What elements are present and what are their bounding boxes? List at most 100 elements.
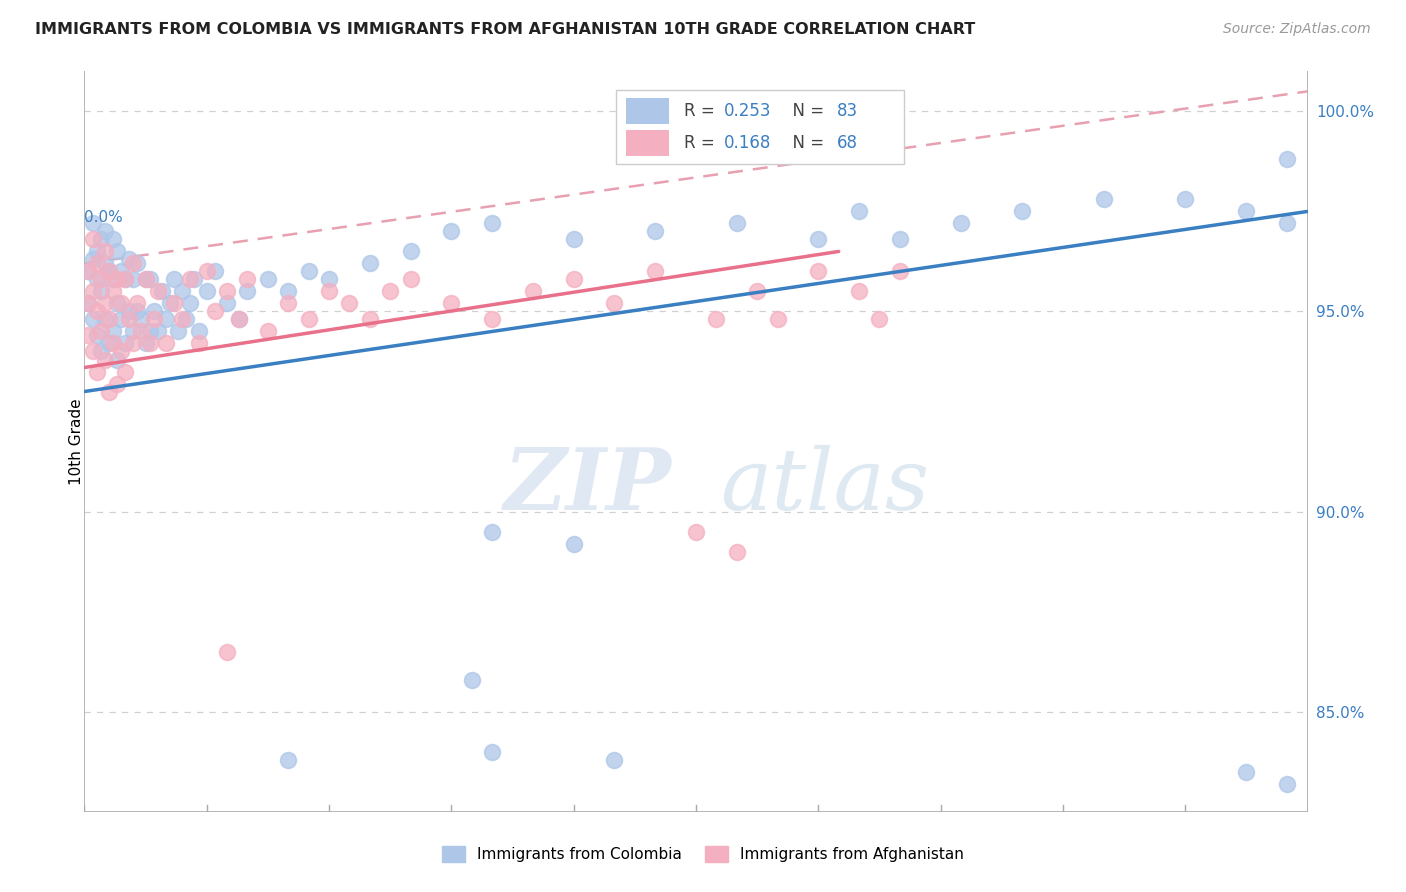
Point	[110, 312, 132, 326]
Point	[138, 272, 160, 286]
Point	[114, 272, 136, 286]
FancyBboxPatch shape	[626, 130, 669, 156]
Point	[86, 364, 108, 378]
Point	[131, 325, 153, 339]
Point	[142, 312, 165, 326]
Point	[97, 264, 120, 278]
Point	[114, 272, 136, 286]
Point	[399, 244, 422, 259]
Point	[179, 296, 201, 310]
Text: R =: R =	[683, 102, 720, 120]
Point	[146, 285, 169, 299]
FancyBboxPatch shape	[616, 90, 904, 164]
Point	[77, 264, 100, 278]
Point	[105, 244, 128, 259]
Text: Source: ZipAtlas.com: Source: ZipAtlas.com	[1223, 22, 1371, 37]
Point	[228, 312, 250, 326]
Point	[380, 285, 402, 299]
Point	[440, 296, 463, 310]
Point	[644, 264, 666, 278]
Point	[889, 232, 911, 246]
Point	[90, 344, 112, 359]
Text: 0.253: 0.253	[724, 102, 772, 120]
Point	[101, 272, 124, 286]
Point	[172, 285, 194, 299]
Point	[183, 272, 205, 286]
Point	[114, 336, 136, 351]
Point	[146, 325, 169, 339]
Point	[399, 272, 422, 286]
Point	[179, 272, 201, 286]
Point	[204, 304, 226, 318]
Point	[848, 204, 870, 219]
Point	[685, 524, 707, 539]
Point	[187, 325, 209, 339]
Point	[82, 216, 104, 230]
Point	[318, 272, 340, 286]
Point	[725, 544, 748, 558]
Point	[110, 344, 132, 359]
Point	[747, 285, 769, 299]
Point	[359, 312, 381, 326]
Point	[82, 285, 104, 299]
FancyBboxPatch shape	[626, 97, 669, 124]
Point	[90, 272, 112, 286]
Text: 0.168: 0.168	[724, 134, 772, 153]
Point	[217, 645, 239, 659]
Point	[77, 296, 100, 310]
Point	[807, 264, 830, 278]
Point	[118, 252, 141, 267]
Point	[101, 232, 124, 246]
Point	[93, 296, 115, 310]
Point	[522, 285, 544, 299]
Point	[105, 272, 128, 286]
Point	[127, 296, 149, 310]
Point	[110, 264, 132, 278]
Point	[257, 325, 280, 339]
Point	[603, 753, 626, 767]
Point	[97, 384, 120, 399]
Point	[122, 336, 145, 351]
Point	[131, 312, 153, 326]
Point	[236, 272, 259, 286]
Point	[562, 272, 585, 286]
Point	[82, 344, 104, 359]
Point	[195, 264, 218, 278]
Point	[86, 244, 108, 259]
Point	[101, 285, 124, 299]
Point	[90, 325, 112, 339]
Point	[481, 312, 503, 326]
Text: IMMIGRANTS FROM COLOMBIA VS IMMIGRANTS FROM AFGHANISTAN 10TH GRADE CORRELATION C: IMMIGRANTS FROM COLOMBIA VS IMMIGRANTS F…	[35, 22, 976, 37]
Point	[172, 312, 194, 326]
Point	[318, 285, 340, 299]
Point	[163, 272, 186, 286]
Point	[1174, 193, 1197, 207]
Text: 83: 83	[837, 102, 858, 120]
Text: N =: N =	[782, 102, 830, 120]
Point	[339, 296, 361, 310]
Point	[562, 536, 585, 550]
Point	[77, 296, 100, 310]
Point	[101, 336, 124, 351]
Point	[766, 312, 789, 326]
Point	[93, 312, 115, 326]
Point	[105, 352, 128, 367]
Point	[110, 296, 132, 310]
Point	[82, 232, 104, 246]
Point	[481, 216, 503, 230]
Point	[118, 312, 141, 326]
Point	[138, 325, 160, 339]
Point	[142, 304, 165, 318]
Point	[1277, 777, 1299, 791]
Point	[82, 252, 104, 267]
Point	[1092, 193, 1115, 207]
Point	[236, 285, 259, 299]
Point	[277, 285, 299, 299]
Point	[461, 673, 484, 687]
Point	[127, 304, 149, 318]
Point	[1277, 153, 1299, 167]
Point	[204, 264, 226, 278]
Point	[101, 325, 124, 339]
Point	[135, 336, 157, 351]
Point	[105, 376, 128, 391]
